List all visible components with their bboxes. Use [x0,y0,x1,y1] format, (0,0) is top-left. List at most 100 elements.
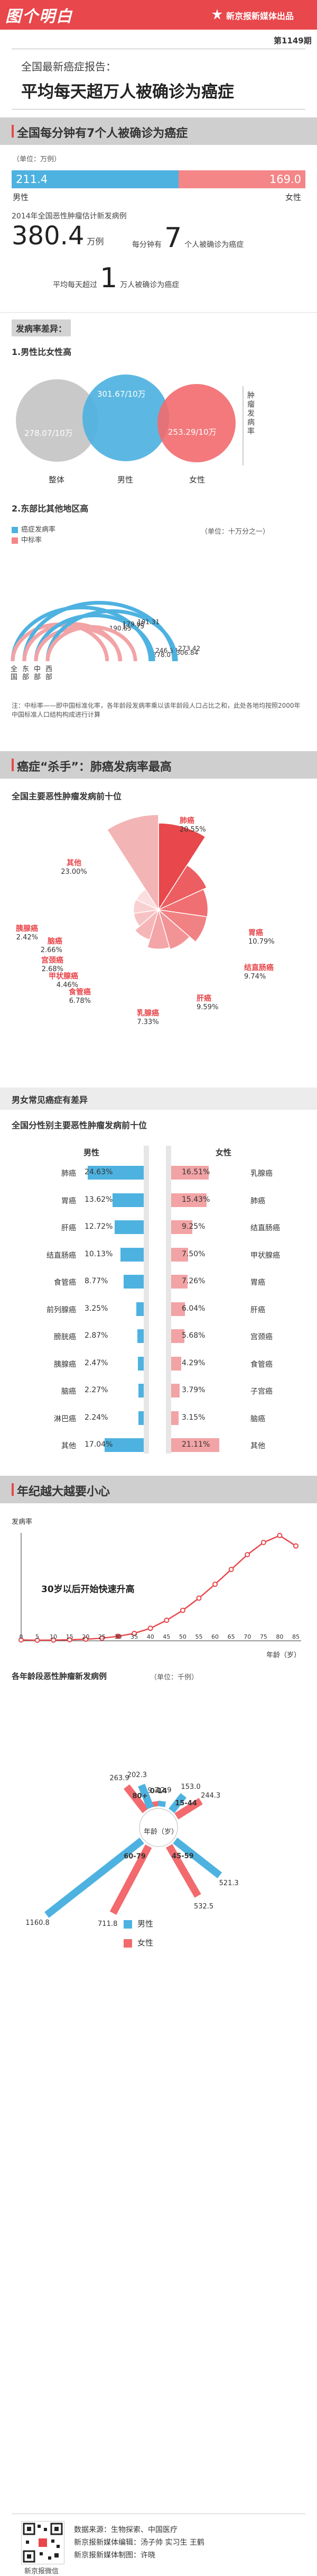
male-bar [120,1247,144,1262]
arc-label-crude-东部: 306.84 [176,649,198,656]
line-point [245,1552,250,1558]
line-point [293,1543,299,1549]
rose-slice-结直肠癌 [157,889,209,918]
line-point [277,1532,283,1538]
arc-label-std-西部: 191.31 [137,618,160,626]
female-bar [171,1302,185,1316]
rose-value-乳腺癌: 7.33% [137,1018,158,1026]
line-point [67,1637,72,1643]
region-label: 中部 [34,665,41,681]
rose-label-甲状腺癌: 甲状腺癌 [49,972,78,981]
female-cancer-label: 食管癌 [250,1360,273,1369]
line-point [228,1567,234,1573]
female-cancer-label: 子宫癌 [250,1387,273,1396]
rose-value-结直肠癌: 9.74% [244,973,266,981]
qr-code [21,2521,64,2564]
female-bar-value: 169.0 [269,173,301,186]
line-point [212,1582,218,1587]
per-minute: 每分钟有 7 个人被确诊为癌症 [132,222,244,254]
rose-value-胰腺癌: 2.42% [16,934,38,942]
section1-heading: 全国每分钟有7个人被确诊为癌症 [17,127,188,140]
page-title: 平均每天超万人被确诊为癌症 [21,83,234,102]
publisher-label: 新京报新媒体出品 [226,11,294,21]
female-bar [171,1193,207,1207]
male-cancer-label: 脑癌 [61,1387,76,1396]
region-label: 东部 [22,665,30,681]
legend-std: 中标率 [12,534,42,544]
line-tick-label: 80 [276,1633,283,1640]
male-bar-value: 10.13% [85,1249,113,1258]
qr-label: 新京报微信 [24,2568,59,2575]
male-bar [138,1384,144,1397]
line-tick-label: 45 [163,1633,170,1640]
male-cancer-label: 前列腺癌 [46,1305,76,1314]
qr-icon [23,2523,63,2563]
section2-heading-box: 发病率差异： [12,319,71,336]
arc-label-crude-全国: 278.07 [153,651,175,659]
circle-overall-value: 278.07/10万 [24,428,73,438]
gender-ranking-rows: 肺癌 24.63% 16.51% 乳腺癌 胃癌 13.62% 15.43% 肺癌 肝癌 12.72… [0,1163,317,1459]
male-bar-value: 3.25% [85,1304,108,1313]
section4-heading: 男女常见癌症有差异 [12,1095,88,1105]
section2-heading: 发病率差异： [16,324,67,334]
section6-unit: （单位：千例） [150,1674,199,1682]
line-point [18,1637,24,1643]
line-point [34,1637,40,1643]
radial-legend-female: 女性 [124,1937,153,1948]
rose-label-乳腺癌: 乳腺癌 [137,1009,159,1018]
radial-value-male-60-79: 1160.8 [25,1919,50,1927]
footer-source: 数据来源：生物探索、中国医疗 [74,2526,178,2534]
arc-crude-中部 [34,614,155,662]
male-bar-value: 17.04% [85,1440,113,1449]
line-tick-label: 10 [50,1633,57,1640]
male-bar: 211.4 [12,170,179,188]
line-tick-label: 0 [20,1633,23,1640]
radial-center-label: 年龄（岁） [144,1828,179,1836]
rose-value-肝癌: 9.59% [197,1003,218,1011]
rose-label-肺癌: 肺癌 [180,816,194,825]
line-tick-label: 70 [244,1633,251,1640]
male-bar-value: 2.87% [85,1331,108,1340]
rose-label-食管癌: 食管癌 [69,988,91,997]
rose-label-胃癌: 胃癌 [248,928,263,937]
male-bar [138,1411,144,1425]
rose-value-甲状腺癌: 4.46% [57,981,78,989]
radial-value-male-45-59: 521.3 [219,1879,239,1887]
female-bar [171,1411,179,1425]
male-bar [138,1356,144,1371]
circle-female-label: 女性 [189,475,206,485]
male-bar-label: 男性 [13,193,29,202]
female-bar-value: 3.79% [182,1386,206,1394]
section3-heading: 癌症“杀手”：肺癌发病率最高 [17,761,172,774]
incidence-circles [16,374,244,465]
line-tick-label: 85 [292,1633,300,1640]
radial-bar-male-60-79 [44,1838,144,1918]
rose-slice-乳腺癌 [157,908,190,950]
rose-label-肝癌: 肝癌 [197,994,211,1003]
region-arcs-chart: 278.07190.63306.84197.75246.38179.85273.… [11,601,200,662]
female-cancer-label: 其他 [250,1442,265,1450]
col-female-label: 女性 [216,1148,232,1157]
male-cancer-label: 胃癌 [61,1196,76,1205]
line-tick-label: 65 [228,1633,235,1640]
rose-value-肺癌: 20.55% [180,826,206,834]
line-point [132,1630,137,1636]
rose-slice-食管癌 [147,908,170,949]
male-bar [124,1275,144,1289]
male-bar [87,1166,144,1180]
legend-std-swatch [12,537,18,544]
radial-value-female-15-44: 244.3 [201,1792,220,1799]
male-bar-value: 12.72% [85,1222,113,1231]
section2-sub2: 2.东部比其他地区高 [12,504,89,514]
female-bar-value: 7.50% [182,1249,206,1258]
circle-male-value: 301.67/10万 [97,389,146,399]
arc-label-crude-西部: 273.42 [178,645,200,652]
line-xlabel: 年龄（岁） [266,1651,301,1659]
issue-number: 第1149期 [274,36,312,45]
rose-value-脑癌: 2.66% [41,946,62,954]
rose-value-胃癌: 10.79% [248,938,275,946]
male-bar-value: 24.63% [85,1168,113,1176]
male-bar [137,1329,144,1343]
female-bar-value: 16.51% [182,1168,210,1176]
